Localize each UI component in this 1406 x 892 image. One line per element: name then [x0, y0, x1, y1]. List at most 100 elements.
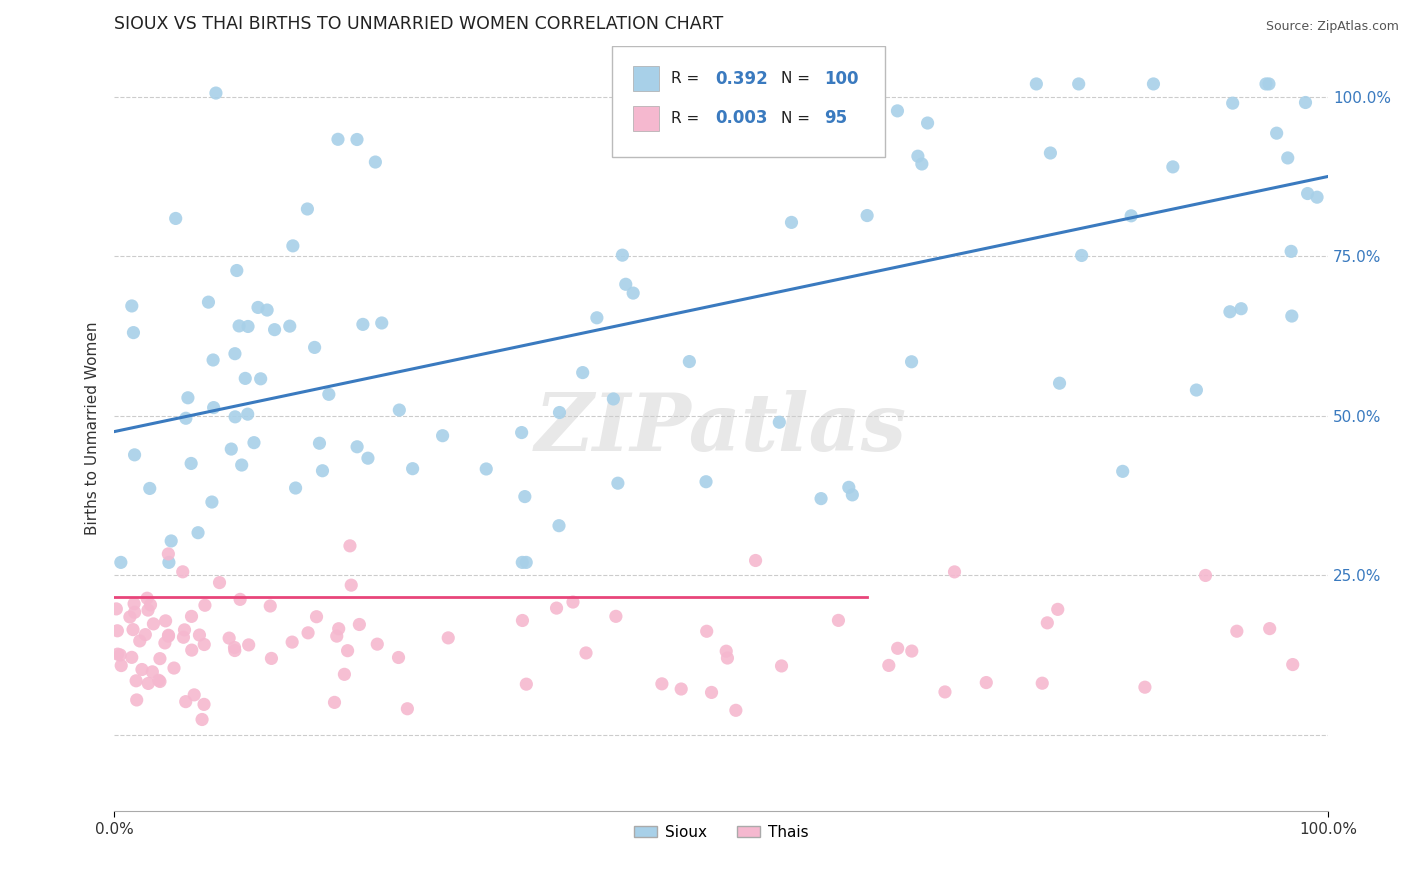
Point: [396, 702, 419, 716]
Point: [218, 631, 240, 645]
Point: [281, 239, 304, 253]
Point: [233, 371, 256, 385]
Point: [339, 539, 361, 553]
Point: [856, 209, 879, 223]
Point: [1281, 309, 1303, 323]
Text: N =: N =: [780, 111, 814, 126]
Point: [157, 547, 180, 561]
Point: [229, 592, 252, 607]
Point: [614, 277, 637, 292]
Point: [886, 103, 908, 118]
Point: [1222, 96, 1244, 111]
Point: [136, 603, 159, 617]
Point: [827, 614, 849, 628]
Point: [224, 640, 246, 655]
Text: SIOUX VS THAI BIRTHS TO UNMARRIED WOMEN CORRELATION CHART: SIOUX VS THAI BIRTHS TO UNMARRIED WOMEN …: [114, 15, 724, 33]
Point: [586, 310, 609, 325]
Point: [1230, 301, 1253, 316]
Point: [191, 713, 214, 727]
Point: [571, 366, 593, 380]
Text: R =: R =: [672, 111, 704, 126]
Point: [510, 555, 533, 569]
Point: [236, 407, 259, 421]
Point: [228, 318, 250, 333]
Point: [318, 387, 340, 401]
Point: [602, 392, 624, 406]
Point: [172, 565, 194, 579]
Text: 95: 95: [824, 110, 848, 128]
Point: [387, 650, 409, 665]
Point: [259, 599, 281, 613]
Point: [243, 435, 266, 450]
Point: [1036, 615, 1059, 630]
Point: [432, 428, 454, 442]
Point: [841, 488, 863, 502]
Point: [810, 491, 832, 506]
Point: [236, 319, 259, 334]
Point: [165, 211, 187, 226]
Point: [1219, 305, 1241, 319]
Point: [388, 403, 411, 417]
Point: [180, 609, 202, 624]
Point: [308, 436, 330, 450]
Point: [437, 631, 460, 645]
Point: [669, 681, 692, 696]
Point: [153, 636, 176, 650]
Point: [766, 77, 789, 91]
FancyBboxPatch shape: [633, 106, 659, 131]
Point: [1142, 77, 1164, 91]
Point: [305, 609, 328, 624]
Point: [475, 462, 498, 476]
Point: [110, 648, 132, 662]
Point: [304, 340, 326, 354]
Point: [886, 641, 908, 656]
Point: [260, 651, 283, 665]
Point: [131, 663, 153, 677]
Point: [256, 303, 278, 318]
Point: [1161, 160, 1184, 174]
Point: [336, 643, 359, 657]
Point: [1296, 186, 1319, 201]
Point: [943, 565, 966, 579]
Point: [1121, 209, 1143, 223]
Point: [155, 614, 177, 628]
Point: [160, 533, 183, 548]
Point: [1254, 77, 1277, 91]
Point: [678, 354, 700, 368]
Point: [934, 685, 956, 699]
FancyBboxPatch shape: [612, 45, 884, 157]
Point: [333, 667, 356, 681]
Point: [149, 651, 172, 665]
Point: [238, 638, 260, 652]
Point: [105, 624, 128, 638]
Point: [157, 629, 180, 643]
Point: [202, 353, 225, 368]
Point: [364, 155, 387, 169]
Point: [1258, 77, 1281, 91]
Point: [744, 553, 766, 567]
Point: [1226, 624, 1249, 639]
Point: [281, 635, 304, 649]
Point: [297, 202, 319, 216]
Point: [149, 674, 172, 689]
Point: [1277, 151, 1299, 165]
Point: [323, 695, 346, 709]
Point: [174, 411, 197, 425]
Point: [838, 480, 860, 494]
Text: 100: 100: [824, 70, 859, 87]
Point: [141, 665, 163, 679]
Point: [1049, 376, 1071, 391]
Point: [225, 263, 247, 277]
Text: 0.003: 0.003: [716, 110, 768, 128]
Point: [548, 405, 571, 419]
Point: [187, 525, 209, 540]
Point: [297, 625, 319, 640]
Point: [1306, 190, 1329, 204]
Point: [224, 643, 246, 657]
Point: [606, 476, 628, 491]
Point: [125, 673, 148, 688]
Point: [907, 149, 929, 163]
Point: [716, 651, 738, 665]
Legend: Sioux, Thais: Sioux, Thais: [628, 819, 814, 846]
Point: [1031, 676, 1053, 690]
